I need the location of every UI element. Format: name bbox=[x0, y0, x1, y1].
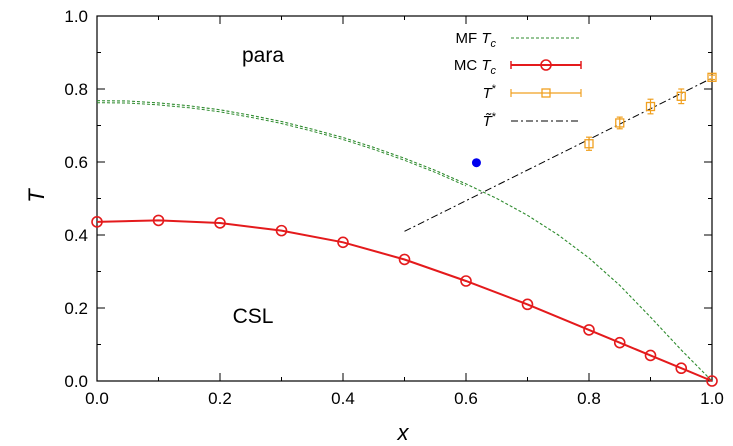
y-tick-label: 1.0 bbox=[64, 7, 88, 26]
t-star-point bbox=[645, 101, 656, 112]
mc-tc-point bbox=[613, 336, 626, 349]
mc-tc-point bbox=[706, 375, 718, 387]
x-axis-label: x bbox=[397, 420, 410, 445]
special-point bbox=[471, 158, 481, 168]
mc-tc-point bbox=[152, 214, 165, 227]
legend: MF Tc MC Tc T* T̃* bbox=[454, 30, 582, 130]
mc-tc-point bbox=[275, 224, 288, 237]
axis-ticks bbox=[96, 15, 713, 382]
legend-mc-marker bbox=[540, 59, 552, 71]
legend-label: MC Tc bbox=[454, 57, 497, 77]
mc-tc-point bbox=[521, 298, 534, 311]
mf-tc-curve bbox=[96, 100, 713, 382]
legend-label: T* bbox=[483, 83, 497, 102]
series-layer bbox=[91, 72, 718, 387]
annotation-csl: CSL bbox=[233, 305, 274, 328]
plot-border bbox=[96, 15, 713, 382]
mc-tc-point bbox=[460, 275, 472, 287]
y-tick-label: 0.6 bbox=[64, 153, 88, 172]
x-tick-label: 0.2 bbox=[208, 389, 232, 408]
y-tick-label: 0.2 bbox=[64, 299, 88, 318]
t-star-point bbox=[676, 91, 686, 101]
legend-label: MF Tc bbox=[456, 30, 497, 50]
t-star-point bbox=[615, 118, 625, 128]
mc-tc-point bbox=[644, 349, 657, 362]
mc-tc-point bbox=[675, 362, 688, 375]
x-tick-label: 0.4 bbox=[331, 389, 355, 408]
annotation-para: para bbox=[242, 44, 284, 67]
mc-tc-point bbox=[337, 236, 349, 249]
y-tick-label: 0.0 bbox=[64, 372, 88, 391]
t-star-point bbox=[584, 139, 594, 149]
y-tick-label: 0.8 bbox=[64, 80, 88, 99]
tick-labels: 0.00.0 0.2 0.2 0.4 0.4 0.6 0.6 0.8 0.8 1.0 1.0 bbox=[64, 7, 723, 408]
mc-tc-point bbox=[398, 253, 411, 266]
t-star-point bbox=[707, 72, 717, 82]
x-tick-label: 0.8 bbox=[577, 389, 601, 408]
y-tick-label: 0.4 bbox=[64, 226, 88, 245]
mc-tc-point bbox=[214, 217, 226, 229]
y-axis-label: T bbox=[24, 188, 49, 203]
t-tilde-star-line bbox=[404, 77, 713, 232]
mc-tc-point bbox=[583, 324, 595, 336]
mc-tc-point bbox=[91, 216, 103, 228]
plot-frame bbox=[96, 15, 713, 382]
legend-tstar-marker bbox=[541, 88, 551, 98]
x-tick-label: 1.0 bbox=[700, 389, 724, 408]
mc-tc-line bbox=[96, 219, 713, 382]
x-tick-label: 0.0 bbox=[85, 389, 109, 408]
legend-label: T̃* bbox=[483, 111, 497, 130]
mf-tc-curve-second bbox=[96, 102, 467, 187]
x-tick-label: 0.6 bbox=[454, 389, 478, 408]
